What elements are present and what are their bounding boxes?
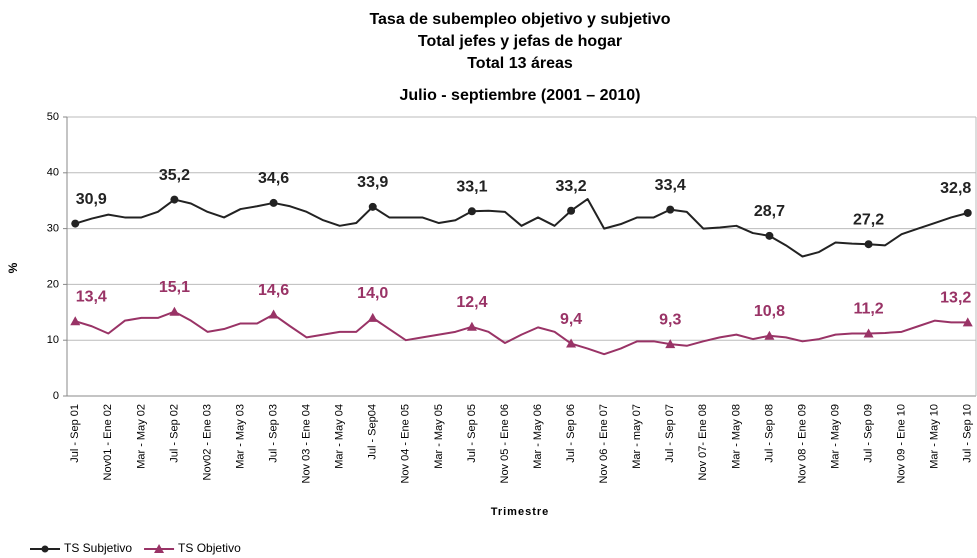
data-label: 11,2	[853, 301, 883, 318]
legend-marker	[154, 544, 165, 553]
x-tick-label: Nov02 - Ene 03	[201, 404, 213, 480]
data-label: 33,9	[357, 174, 388, 191]
x-tick-label: Mar - May 10	[929, 404, 941, 469]
marker	[567, 206, 576, 215]
chart-title: Total jefes y jefas de hogar	[418, 33, 622, 50]
data-label: 10,8	[754, 303, 785, 320]
y-tick-label: 50	[47, 111, 59, 123]
x-tick-label: Nov 03 - Ene 04	[301, 404, 313, 484]
x-tick-label: Jul - Sep 06	[565, 404, 577, 463]
x-tick-label: Nov 08 - Ene 09	[796, 404, 808, 484]
x-axis-label: Trimestre	[491, 506, 550, 518]
marker	[466, 321, 477, 331]
x-tick-label: Mar - may 07	[631, 404, 643, 469]
x-tick-label: Mar - May 02	[135, 404, 147, 469]
x-tick-label: Mar - May 06	[532, 404, 544, 469]
data-label: 9,4	[560, 311, 582, 328]
x-tick-label: Jul - Sep 07	[664, 404, 676, 463]
x-tick-label: Nov 07- Ene 08	[697, 404, 709, 480]
legend-label: TS Subjetivo	[64, 541, 132, 555]
y-tick-label: 20	[47, 278, 59, 290]
data-label: 30,9	[76, 191, 107, 208]
chart-title: Tasa de subempleo objetivo y subjetivo	[369, 11, 670, 28]
marker	[765, 231, 774, 240]
data-label: 28,7	[754, 203, 785, 220]
data-label: 27,2	[853, 211, 884, 228]
marker	[269, 198, 278, 207]
data-label: 34,6	[258, 170, 289, 187]
x-tick-label: Nov 09 - Ene 10	[896, 404, 908, 484]
x-tick-label: Mar - May 03	[234, 404, 246, 469]
legend-label: TS Objetivo	[178, 541, 241, 555]
chart-title: Julio - septiembre (2001 – 2010)	[400, 87, 641, 104]
series-line	[74, 198, 968, 258]
series-line	[74, 310, 968, 356]
marker	[368, 202, 377, 211]
chart-title: Total 13 áreas	[467, 55, 573, 72]
x-tick-label: Jul - Sep 10	[962, 404, 974, 463]
data-label: 33,1	[456, 179, 487, 196]
data-label: 13,4	[76, 288, 107, 305]
marker	[963, 208, 972, 217]
marker	[666, 205, 675, 214]
marker	[467, 207, 476, 216]
data-label: 33,4	[655, 177, 686, 194]
marker	[170, 195, 179, 204]
data-label: 14,6	[258, 282, 289, 299]
x-tick-label: Jul - Sep04	[367, 404, 379, 460]
x-tick-label: Nov01 - Ene 02	[102, 404, 114, 480]
x-tick-label: Nov 06 - Ene 07	[598, 404, 610, 484]
marker	[863, 328, 874, 338]
legend-marker	[41, 545, 49, 553]
x-tick-label: Jul - Sep 01	[69, 404, 81, 463]
data-label: 35,2	[159, 167, 190, 184]
marker	[71, 219, 80, 228]
data-label: 33,2	[556, 178, 587, 195]
x-tick-label: Nov 04 - Ene 05	[400, 404, 412, 484]
marker	[566, 338, 577, 348]
marker	[962, 317, 973, 327]
y-tick-label: 30	[47, 223, 59, 235]
x-tick-label: Jul - Sep 09	[862, 404, 874, 463]
marker	[169, 306, 180, 316]
data-label: 14,0	[357, 285, 388, 302]
data-label: 32,8	[940, 180, 971, 197]
marker	[864, 240, 873, 249]
x-tick-label: Mar - May 05	[433, 404, 445, 469]
marker	[70, 316, 81, 326]
marker	[268, 309, 279, 319]
data-label: 13,2	[940, 290, 971, 307]
y-tick-label: 10	[47, 334, 59, 346]
data-label: 15,1	[159, 279, 190, 296]
x-tick-label: Nov 05 - Ene 06	[499, 404, 511, 484]
x-tick-label: Jul - Sep 02	[168, 404, 180, 463]
y-axis-label: %	[6, 262, 20, 273]
marker	[764, 330, 775, 340]
x-tick-label: Jul - Sep 03	[267, 404, 279, 463]
x-tick-label: Mar - May 04	[334, 404, 346, 469]
data-label: 12,4	[456, 294, 487, 311]
y-tick-label: 40	[47, 167, 59, 179]
x-tick-label: Jul - Sep 05	[466, 404, 478, 463]
x-tick-label: Mar - May 08	[730, 404, 742, 469]
x-tick-label: Mar - May 09	[829, 404, 841, 469]
marker	[367, 312, 378, 322]
y-tick-label: 0	[53, 390, 59, 402]
marker	[665, 339, 676, 349]
data-label: 9,3	[659, 311, 681, 328]
x-tick-label: Jul - Sep 08	[763, 404, 775, 463]
